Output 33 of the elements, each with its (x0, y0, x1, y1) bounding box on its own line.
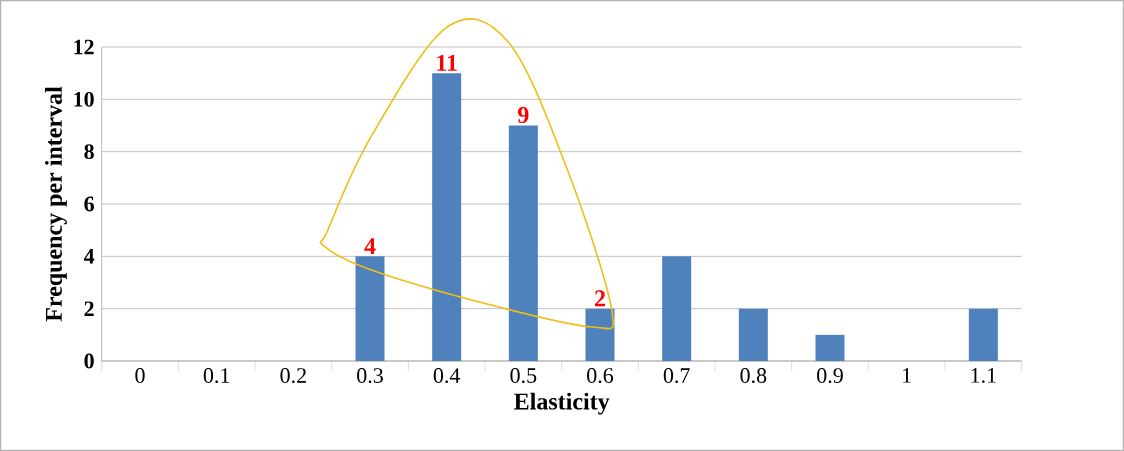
bar (815, 334, 845, 361)
bar (968, 308, 998, 361)
y-tick-label: 6 (84, 196, 94, 212)
y-tick-label: 0 (84, 353, 94, 369)
x-tick-label: 0.4 (433, 368, 461, 384)
x-tick-label: 0.5 (510, 368, 537, 384)
bar (432, 73, 462, 361)
data-label: 11 (437, 54, 457, 71)
y-tick-label: 8 (84, 144, 94, 160)
x-tick-label: 0.1 (203, 368, 230, 384)
x-tick-label: 0.8 (740, 368, 767, 384)
bar (355, 256, 385, 361)
bar (508, 125, 538, 361)
x-tick-label: 0.7 (663, 368, 690, 384)
bar (738, 308, 768, 361)
x-tick-label: 1 (903, 368, 911, 383)
data-label: 9 (518, 106, 529, 124)
x-tick-label: 0.2 (280, 368, 306, 384)
data-label: 4 (364, 238, 376, 254)
y-axis-title: Frequency per interval (45, 86, 67, 322)
y-tick-label: 12 (74, 39, 94, 55)
x-tick-label: 1.1 (971, 368, 996, 383)
x-tick-label: 0 (135, 368, 145, 383)
x-tick-label: 0.6 (587, 368, 614, 384)
y-tick-label: 4 (83, 249, 95, 264)
x-tick-label: 0.9 (817, 368, 843, 384)
x-tick-label: 0.3 (357, 368, 383, 384)
y-tick-label: 2 (84, 301, 94, 316)
data-label: 2 (595, 290, 605, 307)
y-tick-label: 10 (74, 91, 94, 107)
bar (662, 256, 692, 361)
bar (585, 308, 615, 361)
x-axis-title: Elasticity (514, 392, 610, 415)
